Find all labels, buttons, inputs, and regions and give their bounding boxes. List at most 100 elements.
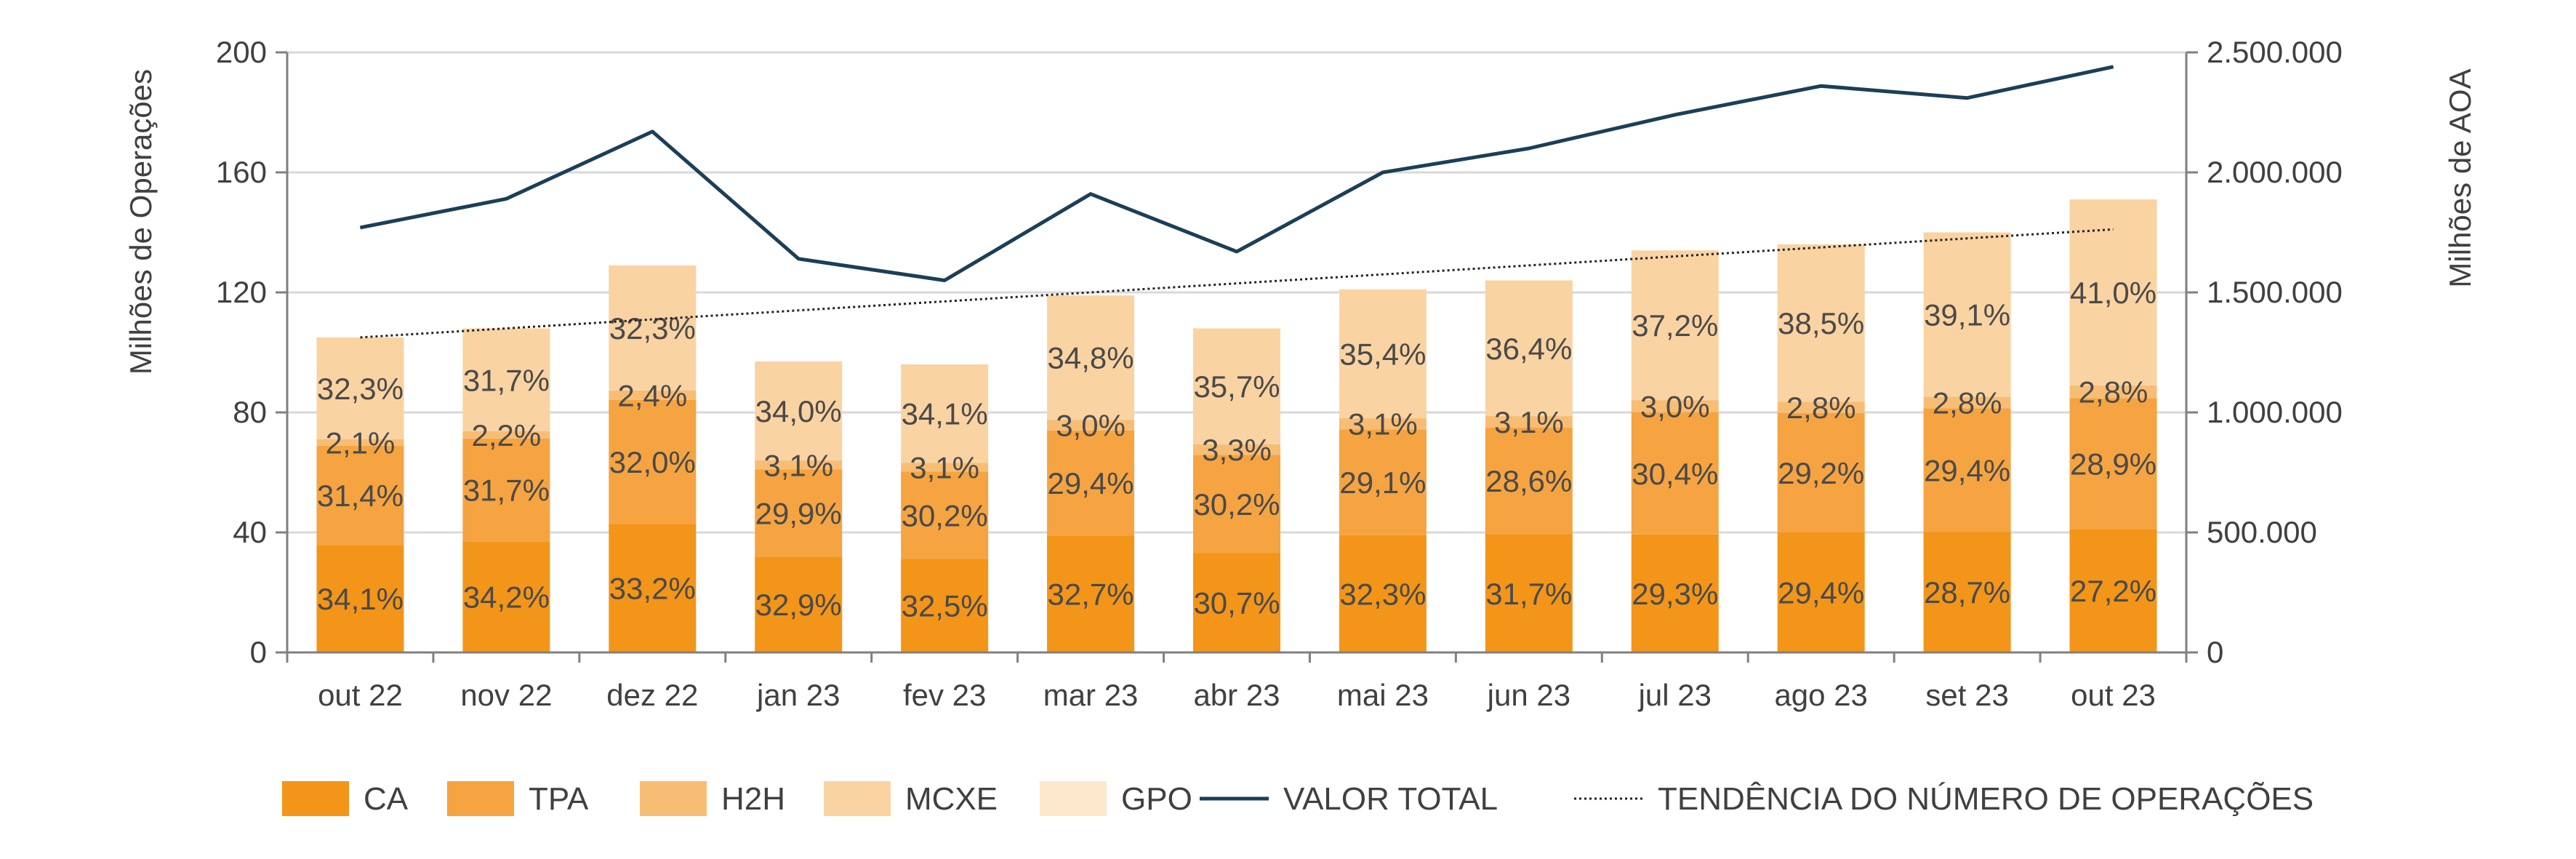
data-label: 32,3% <box>1339 577 1426 611</box>
bar-segment-mcxe <box>755 361 843 461</box>
data-label: 30,2% <box>902 498 988 532</box>
data-label: 2,8% <box>2079 375 2148 409</box>
data-label: 29,3% <box>1632 577 1718 611</box>
data-label: 34,1% <box>317 582 404 616</box>
data-label: 3,3% <box>1202 433 1272 467</box>
bar-segment-ca <box>1339 535 1427 652</box>
bar-segment-ca <box>462 541 550 652</box>
valor-total-point <box>1674 114 1676 116</box>
bar-segment-h2h <box>316 439 404 447</box>
bar-segment-tpa <box>1047 430 1135 536</box>
y-axis-title: Milhões de Operações <box>124 69 158 375</box>
y2-tick-label: 2.500.000 <box>2207 35 2343 69</box>
bar-segment-ca <box>316 545 404 652</box>
data-label: 32,9% <box>755 588 842 622</box>
x-tick-label: mar 23 <box>1043 678 1139 712</box>
valor-total-point <box>2113 66 2114 68</box>
data-label: 32,3% <box>609 311 696 345</box>
bar-segment-ca <box>1047 535 1135 652</box>
y-tick-label: 120 <box>216 275 267 309</box>
data-label: 27,2% <box>2070 574 2156 608</box>
x-axis-ticks: out 22 nov 22 dez 22 jan 23 fev 23 mar 23 abr … <box>286 652 2188 712</box>
legend-label: H2H <box>721 781 785 817</box>
legend: CA TPA H2H MCXE GPO VALOR TOTAL TENDÊNCIA DO N… <box>282 780 2314 817</box>
bar-segment-h2h <box>1777 401 1865 413</box>
data-label: 30,4% <box>1632 457 1718 491</box>
x-tick-label: jan 23 <box>755 678 840 712</box>
bar-segment-h2h <box>901 463 989 472</box>
x-tick-label: set 23 <box>1925 678 2008 712</box>
data-label: 29,2% <box>1778 456 1864 490</box>
bar-segment-h2h <box>462 431 550 439</box>
bar-segment-tpa <box>1485 427 1573 535</box>
data-label: 32,3% <box>317 372 404 406</box>
bar-segment-tpa <box>1777 412 1865 532</box>
bar-segment-mcxe <box>1485 280 1573 417</box>
data-label: 36,4% <box>1485 332 1572 366</box>
bar-segment-mcxe <box>316 337 404 439</box>
data-label: 29,4% <box>1924 453 2010 487</box>
bar-segment-tpa <box>462 438 550 542</box>
data-label: 3,1% <box>910 450 979 484</box>
bar-segment-mcxe <box>1923 232 2011 397</box>
bar-segment-tpa <box>2069 398 2157 530</box>
x-tick-label: jun 23 <box>1486 678 1570 712</box>
data-label: 3,0% <box>1056 408 1126 442</box>
valor-total-point <box>1382 172 1384 173</box>
x-tick-label: mai 23 <box>1337 678 1429 712</box>
left-axis-ticks: 0 40 80 120 160 200 <box>216 35 287 669</box>
data-label: 3,0% <box>1640 389 1710 423</box>
bar-segment-mcxe <box>1047 295 1135 420</box>
data-label: 35,7% <box>1193 369 1280 404</box>
data-label: 34,8% <box>1048 341 1134 375</box>
data-label: 2,8% <box>1933 385 2002 420</box>
bar-segment-ca <box>1193 553 1280 652</box>
x-tick-label: jul 23 <box>1637 678 1712 712</box>
valor-total-point <box>798 258 799 260</box>
legend-swatch-ca <box>282 781 349 816</box>
data-label: 32,0% <box>609 445 696 479</box>
data-label: 31,4% <box>317 479 404 513</box>
valor-total-point <box>944 280 945 281</box>
bar-segment-h2h <box>755 460 843 470</box>
bar-segment-h2h <box>1339 417 1427 430</box>
axes <box>286 52 2188 654</box>
bar-segment-ca <box>1777 532 1865 652</box>
legend-label: TENDÊNCIA DO NÚMERO DE OPERAÇÕES <box>1658 780 2314 817</box>
data-label: 31,7% <box>463 474 550 508</box>
valor-total-point <box>359 227 361 228</box>
y2-tick-label: 1.000.000 <box>2207 395 2343 429</box>
legend-swatch-tpa <box>447 781 514 816</box>
bar-segment-h2h <box>2069 385 2157 399</box>
bar-segment-ca <box>1923 532 2011 652</box>
bar-segment-tpa <box>1339 429 1427 535</box>
x-tick-label: ago 23 <box>1774 678 1867 712</box>
x-tick-label: abr 23 <box>1193 678 1280 712</box>
data-label: 32,7% <box>1048 578 1134 612</box>
y2-tick-label: 1.500.000 <box>2207 275 2343 309</box>
y-tick-label: 160 <box>216 155 267 189</box>
bar-segment-tpa <box>1631 412 1719 535</box>
data-label: 32,5% <box>902 589 988 623</box>
x-tick-label: fev 23 <box>903 678 986 712</box>
data-label: 31,7% <box>463 363 550 397</box>
segment-labels: 34,1% 31,4% 2,1% 32,3% 34,2% 31,7% 2,2% 31,7% 33… <box>317 276 2156 623</box>
y2-axis-title: Milhões de AOA <box>2443 68 2477 287</box>
data-label: 34,0% <box>755 394 842 428</box>
y-tick-label: 80 <box>233 395 267 429</box>
bar-segment-ca <box>1631 534 1719 652</box>
data-label: 2,1% <box>326 425 396 460</box>
bar-segment-h2h <box>1485 416 1573 428</box>
bar-segment-mcxe <box>1777 244 1865 402</box>
legend-swatch-mcxe <box>824 781 891 816</box>
bar-segment-h2h <box>1631 400 1719 412</box>
data-label: 34,2% <box>463 580 550 615</box>
bar-segment-h2h <box>1193 444 1280 455</box>
x-tick-label: out 22 <box>318 678 403 712</box>
data-label: 28,9% <box>2070 447 2156 481</box>
valor-total-point <box>1528 148 1530 149</box>
value-line-group <box>359 65 2114 282</box>
bar-segment-tpa <box>1193 455 1280 554</box>
legend-label: CA <box>364 781 409 817</box>
bar-segment-mcxe <box>1339 289 1427 418</box>
